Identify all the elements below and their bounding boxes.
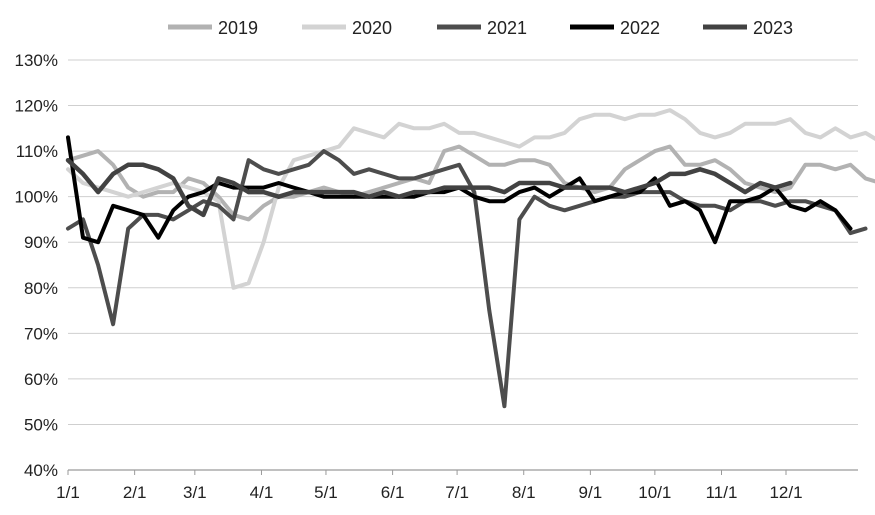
- x-tick-label: 8/1: [512, 483, 536, 502]
- series-line-2021: [66, 149, 868, 409]
- legend-label-2021: 2021: [487, 18, 527, 38]
- x-tick-label: 7/1: [445, 483, 469, 502]
- legend-label-2019: 2019: [218, 18, 258, 38]
- x-tick-label: 3/1: [183, 483, 207, 502]
- gridlines: [68, 59, 858, 471]
- x-tick-label: 12/1: [769, 483, 802, 502]
- y-tick-label: 60%: [24, 370, 58, 389]
- x-tick-label: 5/1: [314, 483, 338, 502]
- x-tick-label: 10/1: [638, 483, 671, 502]
- x-tick-label: 4/1: [250, 483, 274, 502]
- series-line-2023: [65, 157, 793, 218]
- y-tick-label: 50%: [24, 415, 58, 434]
- legend-label-2022: 2022: [620, 18, 660, 38]
- y-tick-label: 90%: [24, 233, 58, 252]
- y-tick-label: 130%: [15, 51, 58, 70]
- series-line-2020: [66, 108, 875, 290]
- y-tick-label: 80%: [24, 279, 58, 298]
- x-tick-label: 1/1: [56, 483, 80, 502]
- x-tick-label: 2/1: [123, 483, 147, 502]
- x-tick-label: 11/1: [706, 483, 738, 502]
- y-tick-label: 70%: [24, 324, 58, 343]
- series-lines: [65, 108, 875, 409]
- x-tick-label: 6/1: [381, 483, 405, 502]
- y-tick-label: 120%: [15, 97, 58, 116]
- legend-label-2023: 2023: [753, 18, 793, 38]
- y-tick-label: 110%: [16, 142, 58, 161]
- x-tick-label: 9/1: [579, 483, 603, 502]
- axes: 130% 120% 110% 100% 90% 80% 70% 60% 50% 40% 1/1 2/1…: [15, 51, 858, 502]
- legend: 2019 2020 2021 2022 2023: [168, 18, 793, 38]
- y-tick-label: 100%: [15, 188, 58, 207]
- y-tick-label: 40%: [24, 461, 58, 480]
- legend-label-2020: 2020: [352, 18, 392, 38]
